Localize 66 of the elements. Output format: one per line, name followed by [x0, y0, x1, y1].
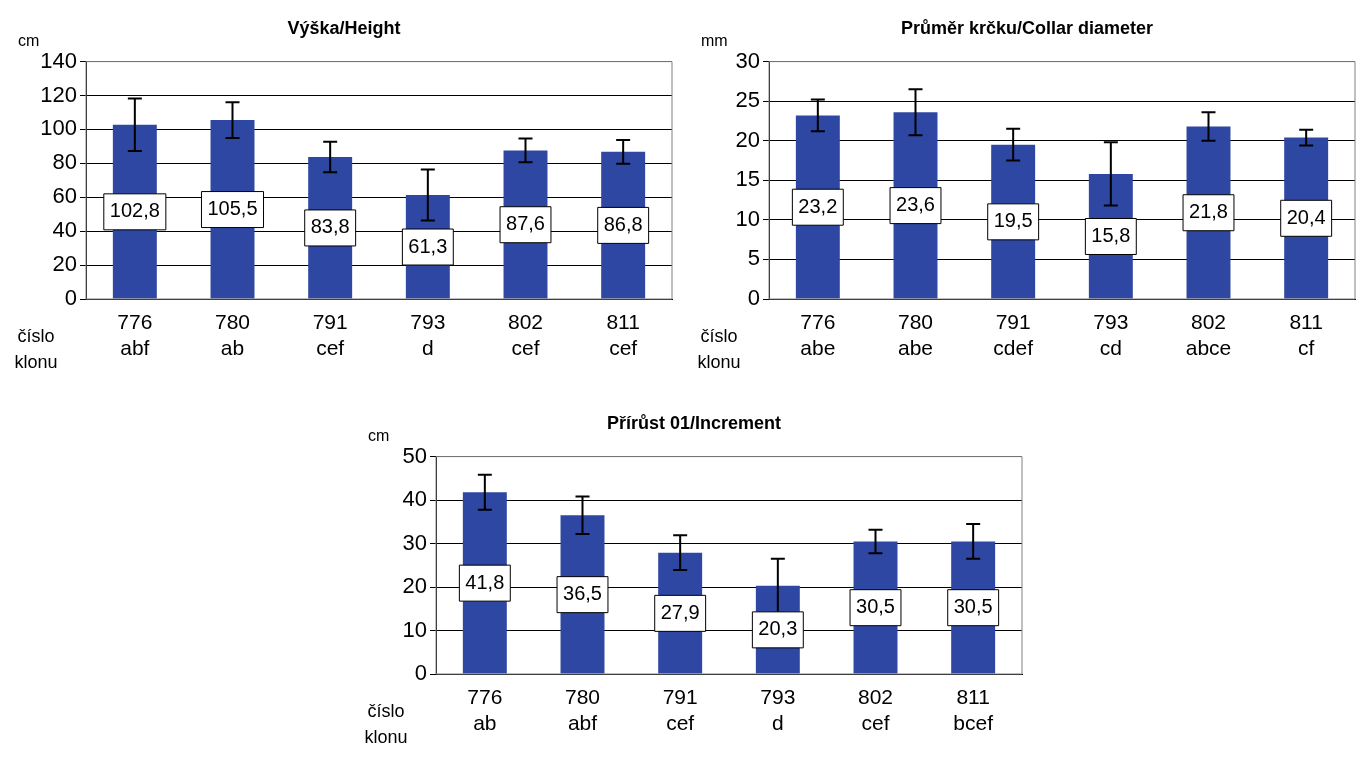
- data-label: 41,8: [465, 570, 505, 593]
- data-label: 61,3: [408, 234, 448, 257]
- data-label: 102,8: [109, 199, 160, 222]
- data-label: 20,4: [1286, 205, 1326, 228]
- y-tick-label: 30: [402, 529, 427, 555]
- data-label: 20,3: [758, 617, 798, 640]
- y-tick-label: 40: [402, 486, 427, 512]
- y-tick-label: 60: [52, 183, 77, 209]
- x-tick-label: 780 abe: [897, 310, 934, 359]
- data-label: 27,9: [660, 600, 700, 623]
- data-label: 15,8: [1091, 224, 1131, 246]
- x-tick-label: 793 cd: [1093, 310, 1129, 359]
- y-tick-label: 10: [735, 205, 760, 231]
- x-axis-title: číslo klonu: [14, 325, 58, 372]
- data-label: 87,6: [506, 212, 545, 235]
- y-tick-label: 50: [402, 442, 427, 468]
- y-tick-label: 140: [40, 47, 77, 73]
- chart-title: Výška/Height: [287, 17, 401, 38]
- y-tick-label: 10: [402, 616, 427, 642]
- x-axis-title: číslo klonu: [697, 325, 741, 372]
- x-tick-label: 780 ab: [214, 310, 251, 359]
- y-tick-label: 20: [402, 573, 427, 599]
- y-axis-title: cm: [18, 32, 40, 50]
- chart-title: Přírůst 01/Increment: [606, 412, 782, 433]
- chart-title: Průměr krčku/Collar diameter: [900, 17, 1154, 38]
- data-label: 30,5: [953, 595, 993, 618]
- y-axis-title: mm: [701, 32, 728, 50]
- x-tick-label: 802 cef: [857, 685, 894, 734]
- y-tick-label: 20: [52, 251, 77, 277]
- data-label: 19,5: [993, 209, 1033, 232]
- x-axis-title: číslo klonu: [364, 700, 408, 747]
- y-tick-label: 0: [747, 285, 760, 311]
- data-label: 105,5: [207, 197, 258, 220]
- y-axis-title: cm: [368, 427, 390, 445]
- x-tick-label: 780 abf: [564, 685, 601, 734]
- y-tick-label: 30: [735, 47, 760, 73]
- x-tick-label: 793 d: [410, 310, 446, 359]
- y-tick-label: 120: [40, 81, 77, 107]
- x-tick-label: 811 bcef: [953, 685, 994, 734]
- x-tick-label: 791 cdef: [993, 310, 1034, 359]
- x-tick-label: 811 cf: [1289, 310, 1323, 359]
- data-label: 23,6: [896, 193, 935, 216]
- x-tick-label: 776 abe: [800, 310, 836, 359]
- x-tick-label: 776 abf: [117, 310, 153, 359]
- y-tick-label: 25: [735, 87, 760, 113]
- y-tick-label: 80: [52, 149, 77, 175]
- data-label: 36,5: [563, 582, 602, 605]
- y-tick-label: 100: [40, 115, 77, 141]
- y-tick-label: 0: [64, 285, 77, 311]
- data-label: 21,8: [1189, 200, 1228, 223]
- y-tick-label: 20: [735, 126, 760, 152]
- y-tick-label: 15: [735, 166, 760, 192]
- data-label: 83,8: [310, 215, 350, 238]
- x-tick-label: 793 d: [760, 685, 796, 734]
- x-tick-label: 791 cef: [312, 310, 348, 359]
- data-label: 86,8: [603, 212, 643, 235]
- data-label: 30,5: [856, 595, 895, 618]
- x-tick-label: 802 cef: [507, 310, 544, 359]
- x-tick-label: 791 cef: [662, 685, 698, 734]
- y-tick-label: 0: [414, 660, 427, 686]
- data-label: 23,2: [798, 194, 838, 217]
- x-tick-label: 811 cef: [606, 310, 640, 359]
- x-tick-label: 776 ab: [467, 685, 503, 734]
- x-tick-label: 802 abce: [1185, 310, 1232, 359]
- y-tick-label: 5: [747, 245, 760, 271]
- y-tick-label: 40: [52, 217, 77, 243]
